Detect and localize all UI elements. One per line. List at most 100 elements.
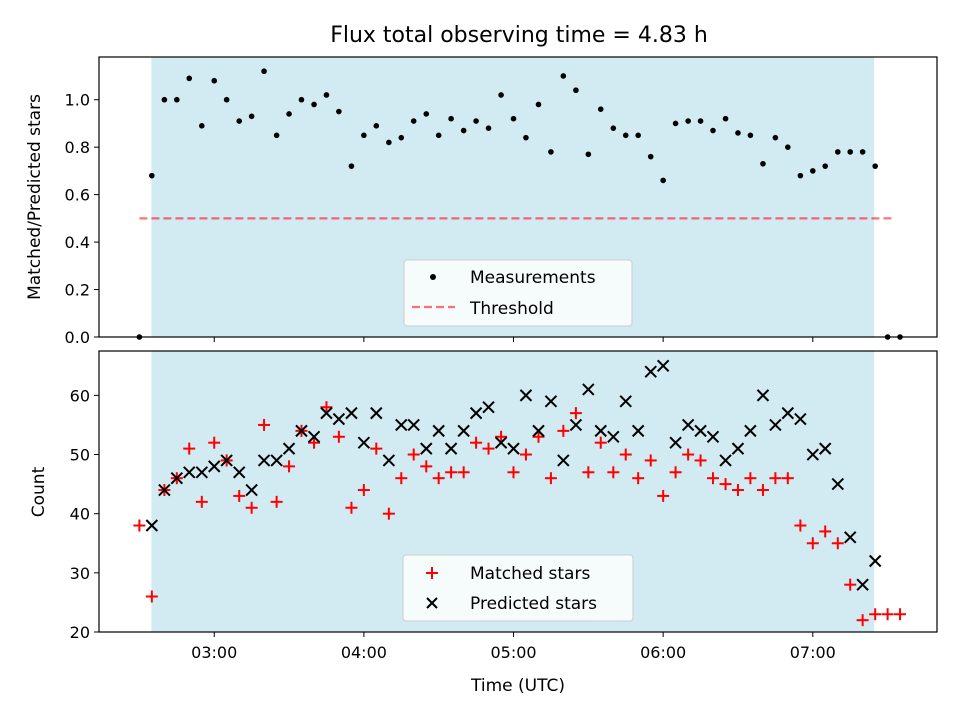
predicted-star-point <box>295 424 308 438</box>
y-tick-label: 0.4 <box>65 233 90 252</box>
matched-star-point <box>694 454 707 467</box>
predicted-star-point <box>320 406 333 420</box>
measurement-point <box>161 96 168 103</box>
matched-star-point <box>208 436 221 449</box>
measurement-point <box>523 134 529 141</box>
measurement-point <box>211 77 218 84</box>
predicted-star-point <box>170 471 184 485</box>
measurement-point <box>286 111 292 117</box>
predicted-star-point <box>407 418 420 432</box>
x-axis-label: Time (UTC) <box>470 676 565 696</box>
predicted-star-point <box>195 466 209 479</box>
matched-star-point <box>258 418 271 431</box>
top-plot-frame <box>98 56 938 338</box>
measurement-point <box>635 132 641 139</box>
y-tick-label: 30 <box>70 564 90 583</box>
predicted-star-point <box>183 466 196 479</box>
chart-title: Flux total observing time = 4.83 h <box>330 23 708 48</box>
matched-stars-legend-label: Matched stars <box>470 564 590 584</box>
predicted-star-point <box>270 454 283 467</box>
matched-star-point <box>495 430 508 443</box>
matched-star-point <box>183 442 196 455</box>
matched-star-point <box>831 537 844 550</box>
measurement-point <box>710 127 716 134</box>
x-tick-label: 06:00 <box>640 643 686 662</box>
predicted-star-point <box>744 424 757 438</box>
matched-star-point <box>420 460 433 473</box>
bottom-legend-box <box>402 554 634 622</box>
measurement-point <box>423 111 430 117</box>
measurement-point <box>685 118 691 124</box>
predicted-star-point <box>594 424 607 438</box>
matched-star-point <box>582 466 595 479</box>
predicted-star-point <box>557 454 570 467</box>
y-tick-label: 40 <box>70 505 90 524</box>
matched-star-point <box>706 472 719 485</box>
measurement-point <box>585 151 592 158</box>
matched-star-point <box>657 489 670 502</box>
bottom-x-axis-ticks: 03:00 04:00 05:00 06:00 07:00 <box>191 632 836 662</box>
measurement-point <box>573 87 579 94</box>
measurement-point <box>186 75 193 82</box>
measurement-point <box>548 149 554 155</box>
predicted-star-point <box>868 554 882 568</box>
predicted-stars-legend-label: Predicted stars <box>470 594 597 614</box>
measurement-point <box>199 123 205 129</box>
matched-star-point <box>457 466 470 479</box>
matched-star-point <box>819 525 832 538</box>
predicted-star-point <box>706 430 720 443</box>
predicted-star-point <box>756 389 770 402</box>
bottom-plot-frame <box>98 350 938 633</box>
measurement-point <box>398 134 405 141</box>
top-x-axis-ticks <box>213 337 814 342</box>
x-tick-label: 03:00 <box>191 643 237 662</box>
matched-star-point <box>856 614 869 627</box>
predicted-star-point <box>769 418 782 432</box>
y-tick-label: 1.0 <box>65 91 90 110</box>
measurement-point <box>785 144 791 150</box>
measurement-point <box>510 115 517 122</box>
measurement-point <box>747 132 754 139</box>
predicted-star-point <box>370 406 383 420</box>
matched-star-point <box>345 501 358 514</box>
matched-star-point <box>781 472 794 485</box>
predicted-star-point <box>482 400 495 414</box>
predicted-star-point <box>145 519 159 532</box>
matched-star-point <box>844 578 857 591</box>
measurements-legend-label: Measurements <box>470 268 596 288</box>
predicted-star-point <box>382 454 396 467</box>
measurement-point <box>872 163 878 169</box>
predicted-star-point <box>856 578 869 591</box>
measurement-point <box>597 106 604 113</box>
matched-star-point <box>370 442 383 455</box>
x-tick-label: 05:00 <box>490 643 536 662</box>
predicted-stars-points <box>145 359 882 591</box>
measurement-point <box>560 73 567 79</box>
threshold-legend-label: Threshold <box>469 299 554 319</box>
matched-star-point <box>881 608 894 621</box>
predicted-star-point <box>208 460 221 473</box>
measurement-point <box>859 149 866 155</box>
matched-star-point <box>357 484 370 497</box>
measurement-point <box>847 149 854 155</box>
measurement-point <box>273 132 280 139</box>
predicted-star-point <box>257 454 271 467</box>
predicted-star-point <box>532 424 545 438</box>
measurement-point <box>498 92 504 98</box>
matched-star-point <box>482 442 495 455</box>
measurement-point <box>797 172 804 179</box>
predicted-star-point <box>245 483 258 497</box>
measurement-point <box>248 113 255 120</box>
predicted-star-point <box>619 395 632 408</box>
measurements-legend-marker <box>430 274 436 280</box>
matched-star-point <box>519 448 532 461</box>
predicted-star-point <box>582 383 595 396</box>
measurement-point <box>410 118 417 124</box>
measurement-point <box>223 96 230 103</box>
x-tick-label: 04:00 <box>341 643 387 662</box>
predicted-star-point <box>357 436 371 449</box>
measurement-point <box>660 177 666 184</box>
predicted-star-point <box>457 424 470 438</box>
matched-star-point <box>869 608 882 621</box>
matched-star-point <box>894 608 907 621</box>
